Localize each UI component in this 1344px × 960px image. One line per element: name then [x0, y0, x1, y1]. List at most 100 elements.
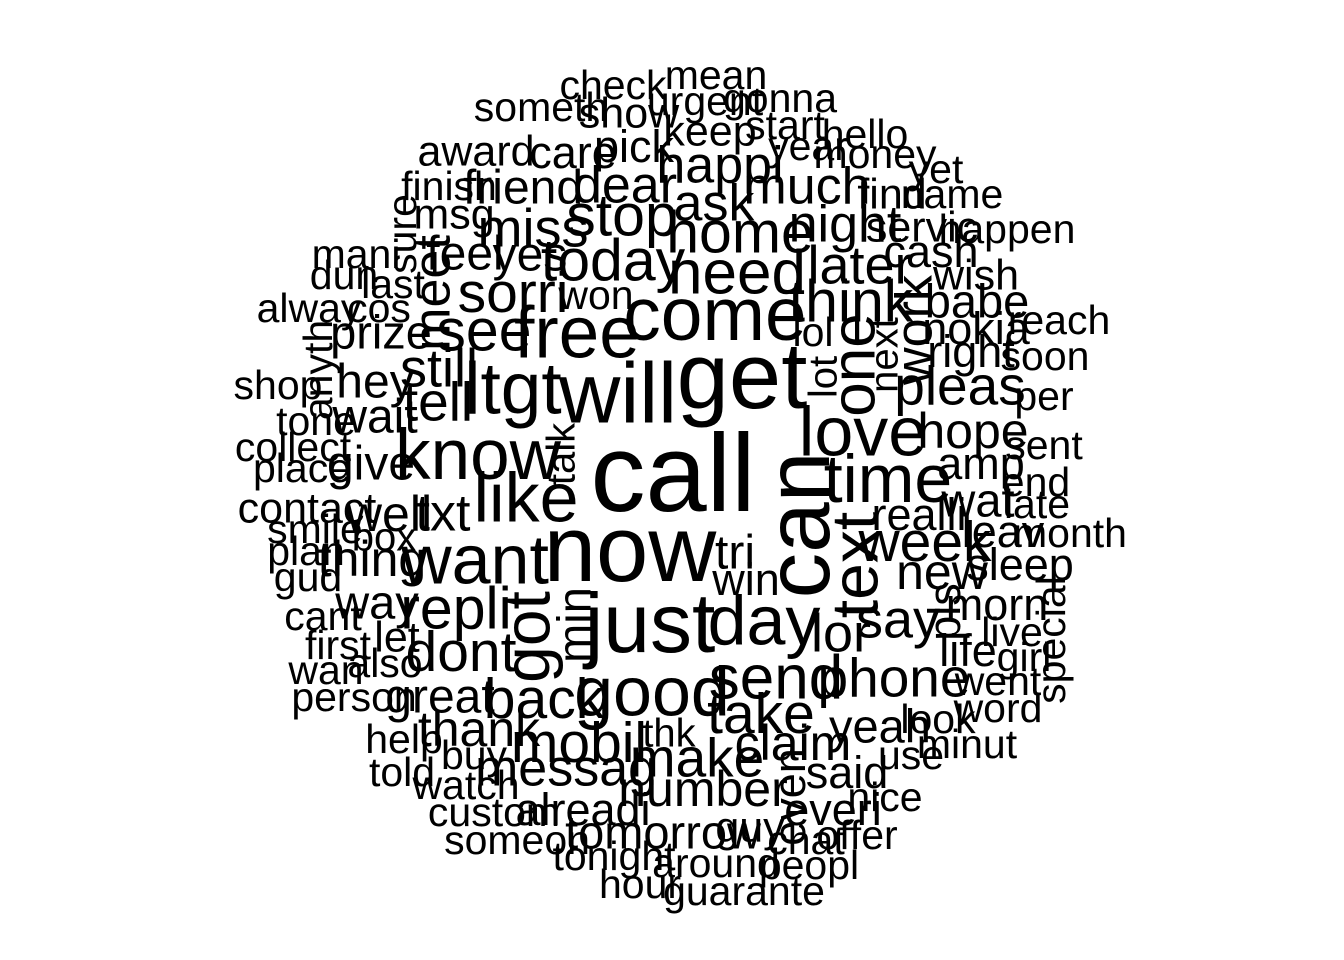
word-money: money — [813, 131, 937, 177]
word-call: call — [590, 412, 755, 535]
word-everi: everi — [784, 784, 882, 835]
word-soon: soon — [1001, 333, 1090, 379]
word-morn: morn — [946, 579, 1049, 630]
word-get: get — [677, 323, 808, 428]
word-mean: mean — [665, 52, 768, 98]
word-work: work — [886, 274, 944, 386]
word-say: say — [856, 589, 940, 649]
word-gonna: gonna — [723, 75, 837, 121]
word-someon: someon — [444, 817, 590, 863]
word-watch: watch — [411, 762, 519, 808]
word-said: said — [806, 747, 889, 798]
word-phone: phone — [818, 647, 971, 709]
word-meet: meet — [404, 235, 462, 351]
word-think: think — [789, 269, 914, 335]
word-lor: lor — [811, 603, 871, 663]
word-prize: prize — [330, 305, 432, 358]
word-lot: lot — [802, 356, 846, 398]
word-buy: buy — [441, 732, 508, 778]
word-tone: tone — [276, 398, 356, 444]
word-like: like — [473, 458, 578, 536]
word-smile: smile — [267, 506, 363, 552]
word-happi: happi — [656, 137, 783, 195]
word-sent: sent — [1005, 422, 1083, 468]
word-tomorrow: tomorrow — [565, 805, 762, 858]
word-pick: pick — [594, 121, 675, 172]
word-wait: wait — [331, 391, 417, 444]
word-life: life — [939, 625, 997, 676]
word-servic: servic — [866, 203, 978, 251]
word-reach: reach — [1008, 297, 1111, 343]
word-care: care — [529, 127, 617, 178]
word-want: want — [400, 520, 549, 598]
word-ltgt: ltgt — [464, 348, 561, 429]
word-guarante: guarante — [663, 868, 825, 914]
word-dun: dun — [310, 252, 378, 298]
word-wat: wat — [940, 473, 1014, 526]
word-give: give — [327, 438, 415, 491]
word-dont: dont — [406, 620, 517, 684]
word-custom: custom — [428, 789, 560, 835]
word-box: box — [352, 516, 417, 560]
word-hope: hope — [917, 403, 1028, 459]
word-pleas: pleas — [894, 355, 1025, 417]
word-word: word — [953, 685, 1043, 731]
word-yes: yes — [493, 229, 568, 282]
word-good: good — [574, 652, 730, 730]
word-msg: msg — [413, 190, 494, 238]
word-way: way — [334, 575, 419, 628]
word-peopl: peopl — [759, 842, 859, 888]
word-tri: tri — [715, 527, 755, 580]
word-around: around — [652, 840, 780, 886]
word-live: live — [981, 609, 1043, 655]
word-sleep: sleep — [966, 539, 1074, 590]
word-text: text — [817, 512, 891, 618]
word-make: make — [630, 727, 765, 789]
word-much: much — [743, 158, 870, 216]
word-friend: friend — [463, 162, 583, 215]
word-cos: cos — [347, 285, 411, 331]
word-nokia: nokia — [922, 303, 1031, 354]
word-year: year — [768, 123, 848, 169]
word-award: award — [417, 127, 534, 175]
word-feel: feel — [426, 228, 503, 281]
word-thing: thing — [318, 531, 426, 587]
word-also: also — [347, 640, 422, 686]
word-first: first — [305, 622, 372, 668]
word-send: send — [709, 643, 843, 712]
word-still: still — [400, 338, 478, 398]
word-leav: leav — [962, 506, 1045, 557]
word-look: look — [900, 696, 976, 742]
word-name: name — [901, 171, 1004, 217]
word-happen: happen — [939, 206, 1076, 252]
word-sure: sure — [379, 194, 425, 274]
word-minut: minut — [917, 721, 1018, 767]
word-gud: gud — [274, 554, 342, 600]
word-cash: cash — [883, 226, 978, 277]
word-claim: claim — [735, 715, 852, 771]
word-lol: lol — [792, 309, 833, 355]
word-tell: tell — [403, 371, 473, 433]
word-love: love — [799, 392, 927, 470]
word-ask: ask — [674, 175, 756, 233]
word-plan: plan — [267, 528, 345, 574]
word-just: just — [582, 576, 716, 670]
word-know: know — [395, 416, 561, 495]
word-wan: wan — [287, 647, 363, 693]
word-alreadi: alreadi — [515, 784, 650, 835]
word-late: late — [1004, 481, 1070, 527]
word-can: can — [748, 452, 849, 599]
word-yeah: yeah — [829, 699, 931, 752]
word-back: back — [484, 667, 605, 731]
word-went: went — [954, 658, 1042, 704]
word-realli: realli — [871, 489, 966, 540]
word-place: place — [253, 445, 351, 491]
word-hour: hour — [599, 861, 681, 907]
word-new: new — [896, 544, 989, 600]
word-hello: hello — [822, 111, 909, 157]
word-now: now — [544, 496, 718, 601]
word-check: check — [559, 62, 667, 108]
word-per: per — [1014, 373, 1073, 419]
word-month: month — [1013, 510, 1127, 556]
